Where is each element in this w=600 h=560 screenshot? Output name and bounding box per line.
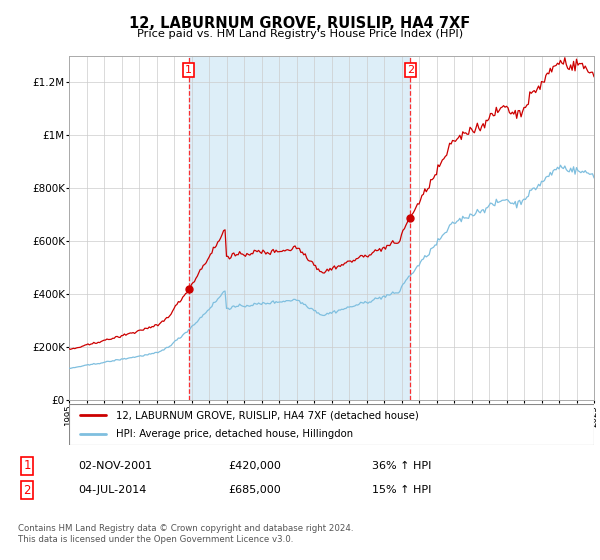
- Text: £685,000: £685,000: [228, 485, 281, 495]
- Text: Price paid vs. HM Land Registry's House Price Index (HPI): Price paid vs. HM Land Registry's House …: [137, 29, 463, 39]
- Text: 2: 2: [407, 64, 414, 74]
- Text: 04-JUL-2014: 04-JUL-2014: [78, 485, 146, 495]
- Bar: [188, 56, 410, 400]
- Text: Contains HM Land Registry data © Crown copyright and database right 2024.: Contains HM Land Registry data © Crown c…: [18, 524, 353, 533]
- Text: HPI: Average price, detached house, Hillingdon: HPI: Average price, detached house, Hill…: [116, 429, 353, 439]
- Text: 1: 1: [185, 64, 192, 74]
- Text: £420,000: £420,000: [228, 461, 281, 471]
- Text: 2: 2: [23, 483, 31, 497]
- Text: This data is licensed under the Open Government Licence v3.0.: This data is licensed under the Open Gov…: [18, 535, 293, 544]
- Text: 12, LABURNUM GROVE, RUISLIP, HA4 7XF (detached house): 12, LABURNUM GROVE, RUISLIP, HA4 7XF (de…: [116, 410, 419, 421]
- Text: 12, LABURNUM GROVE, RUISLIP, HA4 7XF: 12, LABURNUM GROVE, RUISLIP, HA4 7XF: [130, 16, 470, 31]
- Text: 36% ↑ HPI: 36% ↑ HPI: [372, 461, 431, 471]
- Text: 15% ↑ HPI: 15% ↑ HPI: [372, 485, 431, 495]
- Text: 1: 1: [23, 459, 31, 473]
- Text: 02-NOV-2001: 02-NOV-2001: [78, 461, 152, 471]
